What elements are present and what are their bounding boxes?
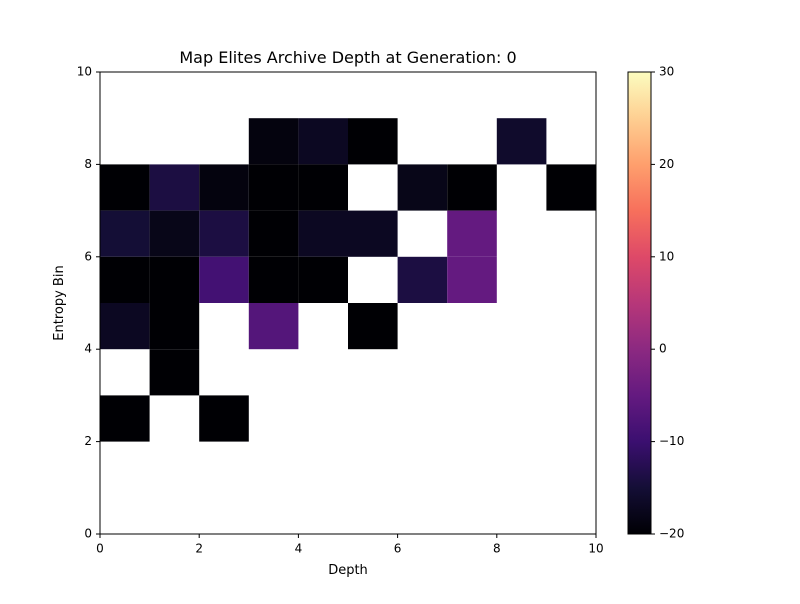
heatmap-cell <box>348 118 398 165</box>
heatmap-cell <box>199 395 249 442</box>
heatmap-cell <box>248 210 299 257</box>
colorbar-tick-label: −20 <box>659 527 684 541</box>
x-axis-ticks: 0 2 4 6 8 10 <box>96 534 604 556</box>
x-axis-label: Depth <box>328 563 368 578</box>
heatmap-cell <box>397 164 448 211</box>
heatmap-cell <box>447 210 497 257</box>
heatmap-cell <box>100 164 150 211</box>
colorbar <box>627 71 652 535</box>
heatmap-cell <box>149 164 200 211</box>
y-tick-label: 2 <box>84 434 92 448</box>
heatmap-cell <box>149 349 200 396</box>
heatmap-cell <box>298 210 348 257</box>
heatmap-cell <box>298 256 348 303</box>
heatmap-cell <box>348 303 398 350</box>
y-tick-label: 10 <box>77 65 92 79</box>
x-tick-label: 8 <box>493 542 501 556</box>
y-tick-label: 0 <box>84 527 92 541</box>
heatmap-cell <box>248 164 299 211</box>
y-axis-label: Entropy Bin <box>52 265 67 340</box>
colorbar-tick-label: 30 <box>659 65 674 79</box>
heatmap-cell <box>100 256 150 303</box>
y-tick-label: 6 <box>84 249 92 263</box>
colorbar-tick-label: 10 <box>659 249 674 263</box>
heatmap-cell <box>199 210 249 257</box>
heatmap-cell <box>149 256 200 303</box>
heatmap-cell <box>298 118 348 165</box>
x-tick-label: 10 <box>588 542 603 556</box>
heatmap-cells <box>100 118 596 442</box>
x-tick-label: 2 <box>195 542 203 556</box>
heatmap-cell <box>298 164 348 211</box>
y-tick-label: 8 <box>84 157 92 171</box>
heatmap-cell <box>447 164 497 211</box>
colorbar-tick-label: 0 <box>659 342 667 356</box>
colorbar-tick-label: −10 <box>659 434 684 448</box>
colorbar-ticks: 30 20 10 0 −10 −20 <box>651 65 684 541</box>
heatmap-cell <box>496 118 547 165</box>
heatmap-cell <box>199 164 249 211</box>
heatmap-cell <box>397 256 448 303</box>
x-tick-label: 6 <box>394 542 402 556</box>
heatmap-cell <box>348 210 398 257</box>
plot-frame <box>99 71 597 535</box>
heatmap-cell <box>199 256 249 303</box>
chart-title: Map Elites Archive Depth at Generation: … <box>179 48 516 67</box>
heatmap-cell <box>248 303 299 350</box>
heatmap-cell <box>248 118 299 165</box>
heatmap-cell <box>248 256 299 303</box>
heatmap-cell <box>447 256 497 303</box>
heatmap-cell <box>546 164 596 211</box>
heatmap-cell <box>149 210 200 257</box>
x-tick-label: 0 <box>96 542 104 556</box>
y-tick-label: 4 <box>84 342 92 356</box>
heatmap-cell <box>100 210 150 257</box>
y-axis-ticks: 0 2 4 6 8 10 <box>77 65 100 541</box>
colorbar-tick-label: 20 <box>659 157 674 171</box>
heatmap-cell <box>100 303 150 350</box>
x-tick-label: 4 <box>295 542 303 556</box>
heatmap-cell <box>149 303 200 350</box>
heatmap-cell <box>100 395 150 442</box>
